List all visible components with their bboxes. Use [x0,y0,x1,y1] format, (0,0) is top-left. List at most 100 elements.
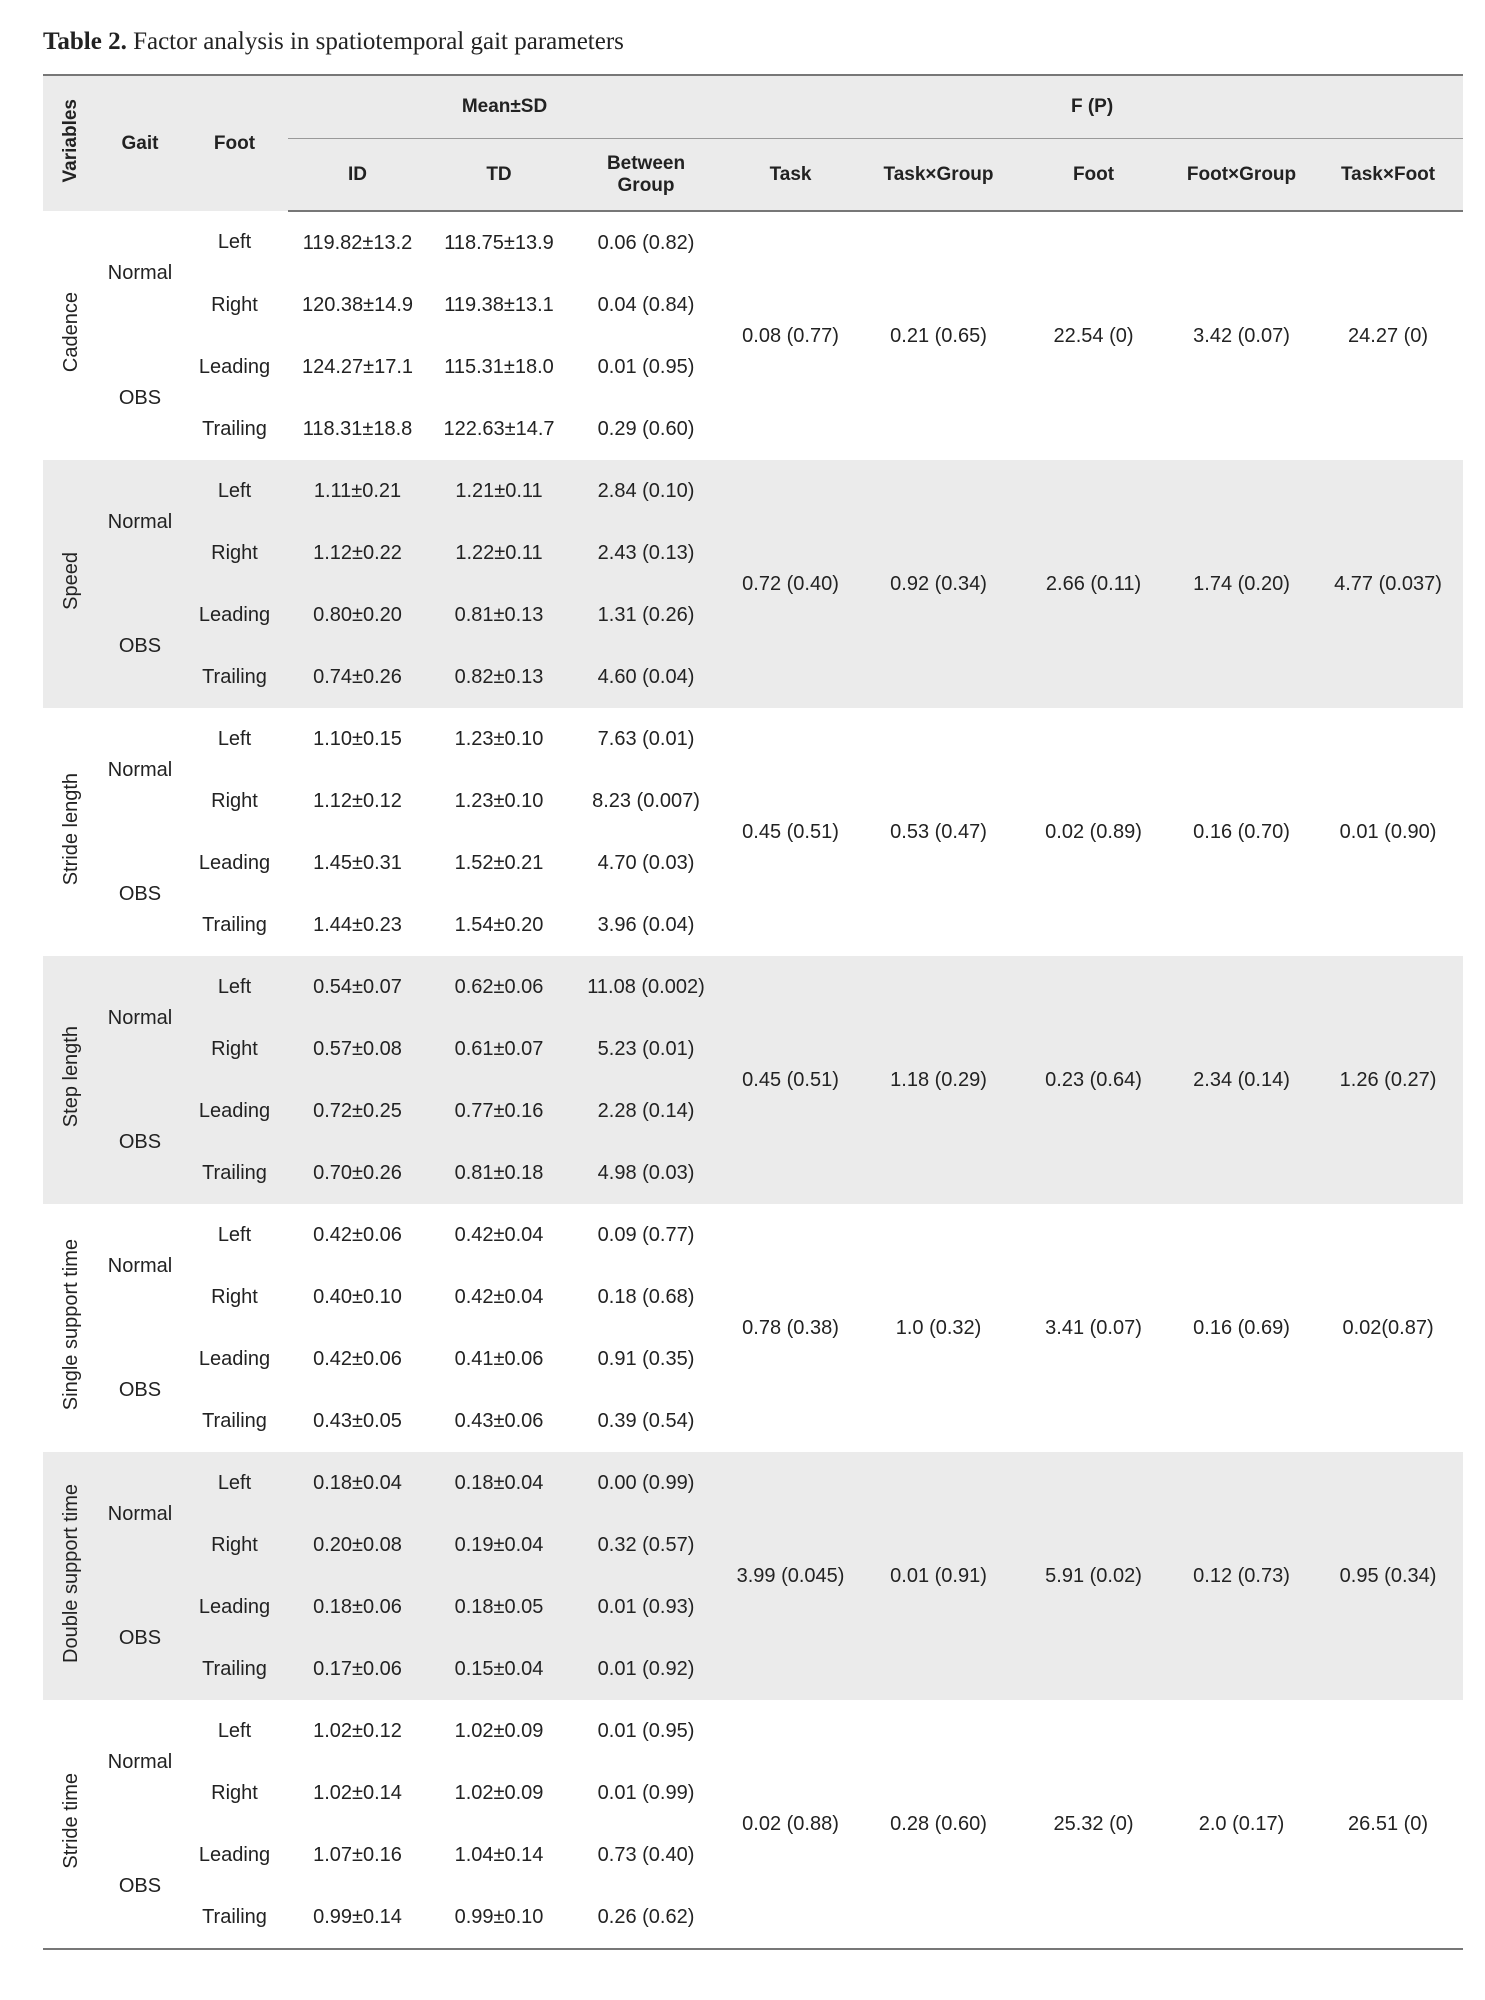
stat-cell: 0.21 (0.65) [890,324,987,347]
table-cell: 0.57±0.08 [288,1018,427,1080]
gait-cell: OBS [99,1824,181,1950]
table-row: Stride length Normal Left 1.10±0.15 1.23±0.1… [43,708,1463,886]
gait-cell: Normal [99,1452,181,1576]
table-cell: Right [181,1514,288,1576]
table-cell: 0.81±0.13 [427,584,571,646]
stat-cell: 22.54 (0) [1053,324,1134,347]
table-cell: 0.80±0.20 [288,584,427,646]
variable-cell: Speed [43,460,99,708]
stat-cell: 2.0 (0.17) [1170,1700,1314,1950]
variable-name: Stride length [59,772,82,886]
header-cell: TD [427,138,571,212]
stat-cell: 0.53 (0.47) [890,820,987,843]
gait-cell: OBS [99,1080,181,1204]
header-cell: Task [721,138,861,212]
table-cell: Trailing [202,913,267,936]
table-cell: 0.62±0.06 [427,956,571,1018]
stat-cell: 2.66 (0.11) [1017,460,1171,708]
header-cell: Gait [99,74,181,211]
table-row: Double support time Normal Left 0.18±0.04 0.… [43,1452,1464,1700]
table-cell: 1.31 (0.26) [571,584,722,646]
gait-cell: Normal [107,1254,173,1277]
table-cell: 0.15±0.04 [427,1638,571,1700]
variable-cell: Double support time [43,1452,99,1700]
table-cell: Leading [181,584,288,646]
table-cell: 1.11±0.21 [288,460,427,522]
table-cell: 0.00 (0.99) [571,1452,722,1514]
header-cell: Foot [181,74,288,211]
stat-cell: 1.18 (0.29) [860,956,1018,1204]
stat-cell: 0.92 (0.34) [860,460,1018,708]
table-row: Stride time Normal Left 1.02±0.12 1.02±0.09 0… [43,1700,1464,1950]
table-cell: 0.06 (0.82) [597,231,695,254]
table-row: Trailing 1.44±0.23 1.54±0.20 3.96 (0.04) [43,894,1463,956]
table-cell: 1.02±0.09 [454,1781,544,1804]
table-cell: 5.23 (0.01) [571,1018,722,1080]
header-cell: Task×Group [860,138,1018,212]
table-cell: 1.52±0.21 [454,851,544,874]
stat-cell: 0.78 (0.38) [742,1316,839,1339]
table-cell: 0.81±0.18 [427,1142,571,1204]
stat-cell: 0.45 (0.51) [742,820,839,843]
table-row: Trailing 0.74±0.26 0.82±0.13 4.60 (0.04) [43,646,1463,708]
table-cell: 1.02±0.14 [313,1781,402,1804]
table-cell: 0.20±0.08 [288,1514,427,1576]
table-cell: 1.02±0.12 [313,1719,402,1742]
stat-cell: 1.74 (0.20) [1170,460,1314,708]
table-cell: 0.42±0.06 [313,1347,402,1370]
table-title: Table 2. Factor analysis in spatiotempor… [43,28,624,56]
header-cell: Mean±SD [288,74,722,139]
table-cell: 115.31±18.0 [444,355,554,378]
stat-cell: 0.72 (0.40) [721,460,861,708]
table-row: Right 0.40±0.10 0.42±0.04 0.18 (0.68) [43,1266,1463,1328]
variable-cell: Step length [43,956,99,1204]
header-text: Between Group [606,152,686,196]
table-cell: 0.29 (0.60) [597,417,695,440]
table-cell: 0.72±0.25 [288,1080,427,1142]
stat-cell: 0.01 (0.91) [860,1452,1018,1700]
gait-cell: OBS [118,882,162,905]
table-cell: 0.18±0.06 [288,1576,427,1638]
table-row: OBS Leading 0.72±0.25 0.77±0.16 2.28 (0.14) [43,1080,1463,1204]
table-cell: 118.31±18.8 [302,417,413,440]
gait-cell: Normal [99,460,181,584]
header-cell: ID [288,138,427,212]
table-row: Trailing 0.70±0.26 0.81±0.18 4.98 (0.03) [43,1142,1463,1204]
table-cell: 0.40±0.10 [313,1285,402,1308]
table-cell: Left [217,1223,252,1246]
stat-cell: 25.32 (0) [1017,1700,1171,1950]
gait-cell: OBS [118,1378,162,1401]
table-cell: Leading [198,1843,271,1866]
header-cell: Variables [43,74,99,211]
table-cell: 4.98 (0.03) [571,1142,722,1204]
stat-cell: 5.91 (0.02) [1017,1452,1171,1700]
table-cell: Leading [181,1080,288,1142]
table-cell: Left [217,231,252,253]
data-table: Variables Gait Foot Mean±SD F (P) ID TD Be… [43,74,1464,1950]
table-cell: 122.63±14.7 [443,417,555,440]
header-cell: Foot×Group [1170,138,1314,212]
table-cell: 1.12±0.22 [288,522,427,584]
stat-cell: 0.16 (0.70) [1193,820,1290,843]
table-cell: 120.38±14.9 [301,293,414,316]
table-cell: 2.84 (0.10) [571,460,722,522]
table-cell: 0.91 (0.35) [597,1347,695,1370]
table-cell: Trailing [181,1142,288,1204]
table-cell: 0.18±0.04 [427,1452,571,1514]
stat-cell: 0.95 (0.34) [1313,1452,1464,1700]
table-row: Right 0.57±0.08 0.61±0.07 5.23 (0.01) [43,1018,1463,1080]
stat-cell: 0.23 (0.64) [1017,956,1171,1204]
table-row: Cadence Normal Left 119.82±13.2 118.75±13.9 0… [43,211,1463,373]
stat-cell: 0.02 (0.88) [721,1700,861,1950]
table-row: OBS Leading 0.18±0.06 0.18±0.05 0.01 (0.93) [43,1576,1463,1700]
table-cell: 0.82±0.13 [427,646,571,708]
table-cell: 0.09 (0.77) [597,1223,695,1246]
table-row: OBS Leading 124.27±17.1 115.31±18.0 0.01 (0.… [43,336,1463,409]
table-cell: Left [181,1452,288,1514]
header-cell: Foot [1017,138,1171,212]
table-cell: 4.60 (0.04) [571,646,722,708]
table-row: Single support time Normal Left 0.42±0.06 0.… [43,1204,1463,1411]
table-cell: Trailing [181,1886,288,1950]
table-cell: Right [211,293,258,316]
header-cell: F (P) [721,74,1464,139]
